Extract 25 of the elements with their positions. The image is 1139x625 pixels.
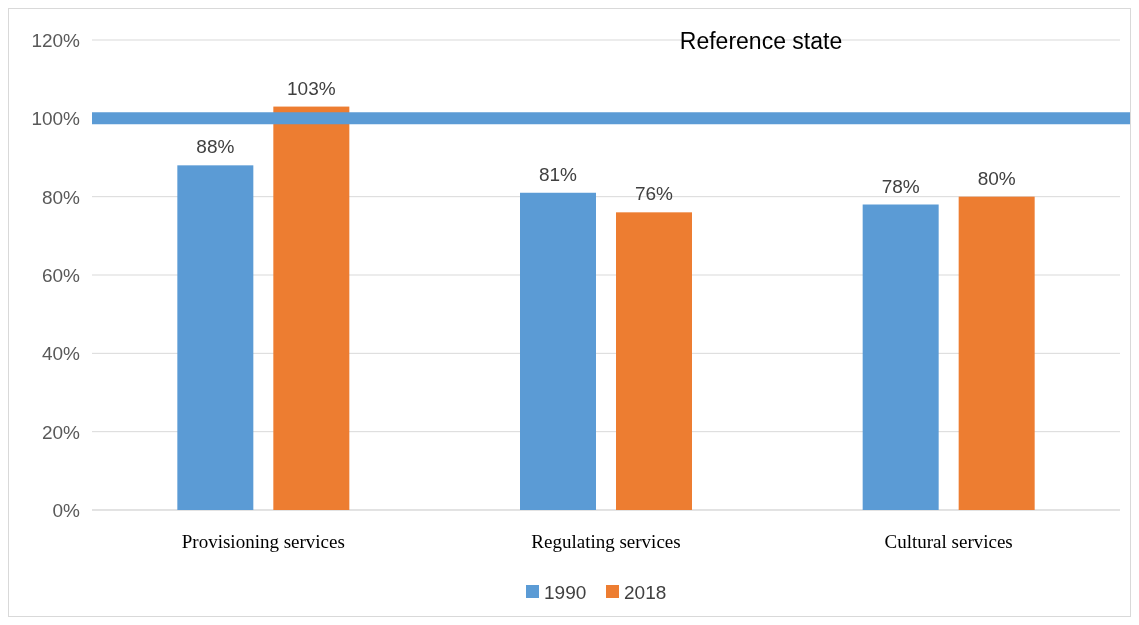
y-tick-label: 0% xyxy=(52,500,81,521)
data-label: 76% xyxy=(634,183,674,205)
x-tick-label: Cultural services xyxy=(884,531,1013,552)
legend-label: 1990 xyxy=(544,582,587,603)
data-label: 80% xyxy=(977,167,1016,189)
bar xyxy=(177,165,254,510)
legend-label: 2018 xyxy=(624,582,667,603)
bar xyxy=(862,204,939,510)
y-tick-label: 60% xyxy=(41,265,81,286)
bar xyxy=(958,196,1035,510)
y-tick-label: 80% xyxy=(41,186,81,208)
data-label: 103% xyxy=(287,77,336,99)
data-label: 88% xyxy=(196,136,235,158)
data-label: 81% xyxy=(538,163,578,185)
data-label: 78% xyxy=(881,175,920,197)
ref-line-label: Reference state xyxy=(679,28,843,54)
bar xyxy=(520,192,596,510)
bar xyxy=(273,106,350,510)
bar xyxy=(616,212,692,510)
x-tick-label: Regulating services xyxy=(531,531,681,552)
y-tick-label: 120% xyxy=(31,30,81,51)
x-tick-label: Provisioning services xyxy=(181,531,345,552)
y-tick-label: 40% xyxy=(41,343,81,365)
y-tick-label: 100% xyxy=(31,108,81,130)
y-tick-label: 20% xyxy=(41,421,81,443)
